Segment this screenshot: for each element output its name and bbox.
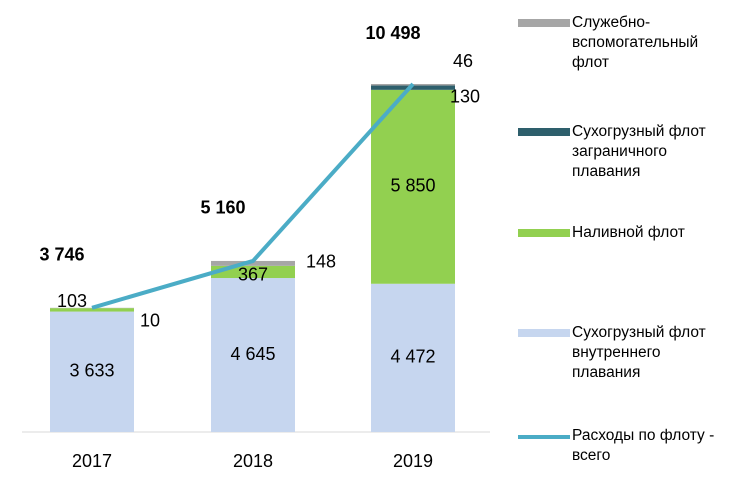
- legend-swatch: [518, 435, 570, 439]
- legend-label: Служебно-вспомогательный флот: [572, 14, 699, 71]
- plot: 2017 3 633 103 10 2018 4 645 367 148 2019 4 472 5 …: [22, 23, 490, 471]
- bar-segment: [371, 85, 455, 90]
- legend-swatch: [518, 229, 570, 237]
- legend-label: Сухогрузный флот заграничного плавания: [572, 123, 706, 180]
- x-tick-label: 2017: [72, 451, 112, 471]
- data-label: 130: [450, 86, 480, 106]
- bar-segment: [211, 260, 295, 266]
- legend-item: Наливной флот: [518, 223, 732, 243]
- bar-segment: [50, 311, 134, 432]
- total-label: 5 160: [200, 198, 245, 218]
- x-tick-label: 2019: [393, 451, 433, 471]
- legend-item: Расходы по флоту - всего: [518, 426, 732, 466]
- bar-segment: [371, 89, 455, 284]
- data-label: 5 850: [390, 176, 435, 196]
- legend-item: Служебно-вспомогательный флот: [518, 13, 732, 73]
- data-label: 10: [140, 311, 160, 331]
- data-label: 4 472: [390, 347, 435, 367]
- data-label: 3 633: [69, 361, 114, 381]
- legend-label: Сухогрузный флот внутреннего плавания: [572, 324, 706, 381]
- legend-item: Сухогрузный флот заграничного плавания: [518, 122, 732, 182]
- x-tick-label: 2018: [233, 451, 273, 471]
- legend-label: Расходы по флоту - всего: [572, 427, 715, 464]
- data-label: 4 645: [230, 344, 275, 364]
- legend-swatch: [518, 128, 570, 136]
- bar-segment: [211, 278, 295, 432]
- total-line: [91, 82, 415, 310]
- data-label: 46: [453, 51, 473, 71]
- data-label: 103: [57, 291, 87, 311]
- legend-swatch: [518, 19, 570, 27]
- total-label: 10 498: [365, 23, 420, 43]
- legend-item: Сухогрузный флот внутреннего плавания: [518, 323, 732, 383]
- data-label: 148: [306, 252, 336, 272]
- legend-swatch: [518, 329, 570, 337]
- legend-label: Наливной флот: [572, 224, 685, 241]
- bar-segment: [50, 308, 134, 312]
- total-label: 3 746: [39, 245, 84, 265]
- bar-segment: [371, 283, 455, 432]
- data-label: 367: [238, 265, 268, 285]
